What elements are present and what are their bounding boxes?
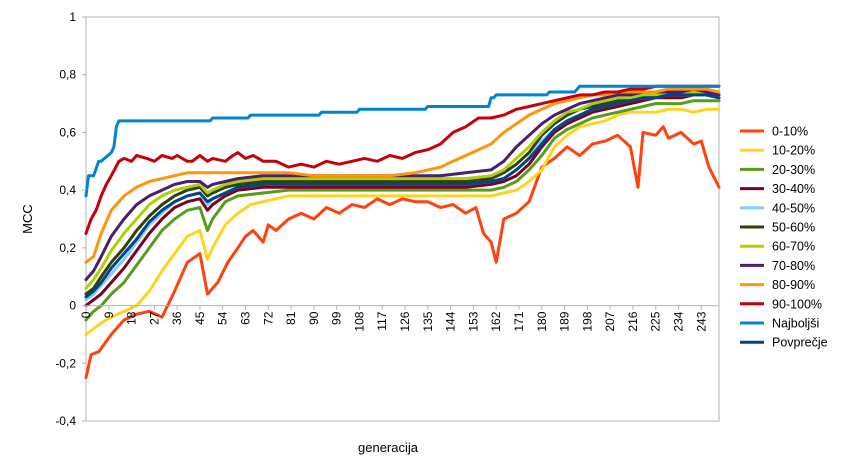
legend-label: 30-40% — [772, 182, 815, 196]
y-axis-title: MCC — [20, 204, 35, 234]
x-tick-label: 63 — [239, 311, 253, 325]
legend-label: 20-30% — [772, 163, 815, 177]
legend-label: 50-60% — [772, 221, 815, 235]
x-tick-label: 207 — [603, 311, 617, 331]
x-tick-label: 99 — [330, 311, 344, 325]
x-tick-label: 144 — [444, 311, 458, 331]
legend-label: 80-90% — [772, 278, 815, 292]
y-tick-label: -0,2 — [55, 356, 76, 370]
legend-label: 70-80% — [772, 259, 815, 273]
legend-label: 60-70% — [772, 240, 815, 254]
x-tick-label: 117 — [375, 311, 389, 330]
x-tick-label: 36 — [170, 311, 184, 325]
x-tick-label: 180 — [535, 311, 549, 331]
x-axis-title: generacija — [358, 440, 419, 455]
series-line — [84, 90, 721, 290]
y-tick-label: 0,8 — [59, 68, 76, 82]
x-tick-label: 234 — [671, 311, 685, 331]
series-line — [84, 84, 721, 235]
series-line — [84, 84, 721, 198]
x-tick-label: 0 — [79, 311, 93, 318]
x-tick-label: 27 — [147, 311, 161, 325]
plot-area — [85, 16, 720, 422]
y-tick-label: 0,4 — [59, 183, 76, 197]
x-tick-label: 135 — [421, 311, 435, 331]
x-tick-label: 225 — [649, 311, 663, 331]
x-tick-label: 162 — [489, 311, 503, 331]
series-line — [84, 93, 721, 299]
legend-label: 90-100% — [772, 297, 822, 311]
series-line — [84, 125, 721, 380]
x-tick-label: 198 — [580, 311, 594, 331]
x-tick-label: 54 — [216, 311, 230, 325]
y-tick-label: 0,2 — [59, 241, 76, 255]
x-tick-label: 81 — [284, 311, 298, 325]
y-tick-label: 1 — [69, 10, 76, 24]
series-layer — [84, 84, 721, 380]
x-tick-label: 216 — [626, 311, 640, 331]
x-tick-label: 18 — [125, 311, 139, 325]
legend-label: 10-20% — [772, 144, 815, 158]
x-tick-label: 126 — [398, 311, 412, 331]
plot-border — [85, 16, 720, 422]
legend-label: Povprečje — [772, 336, 828, 350]
x-tick-label: 108 — [352, 311, 366, 331]
axes-layer: -0,4 -0,2 0 0,2 0,4 0,6 0,8 1 0 9 18 27 36 45 54 63 72 81… — [55, 10, 719, 428]
x-tick-label: 72 — [261, 311, 275, 325]
series-line — [84, 87, 721, 264]
x-tick-label: 9 — [102, 311, 116, 318]
legend-label: 40-50% — [772, 201, 815, 215]
x-tick-label: 45 — [193, 311, 207, 325]
x-tick-label: 171 — [512, 311, 526, 331]
series-line — [84, 93, 721, 308]
y-tick-label: 0,6 — [59, 125, 76, 139]
x-tick-label: 243 — [694, 311, 708, 331]
y-tick-label: -0,4 — [55, 414, 76, 428]
series-line — [84, 87, 721, 282]
x-tick-label: 189 — [558, 311, 572, 331]
series-line — [84, 99, 721, 322]
y-tick-label: 0 — [69, 299, 76, 313]
x-tick-label: 153 — [466, 311, 480, 331]
legend-label: Najboljši — [772, 317, 819, 331]
x-tick-label: 90 — [307, 311, 321, 325]
series-line — [84, 107, 721, 336]
legend: 0-10% 10-20% 20-30% 30-40% 40-50% 50-60% 60-70… — [740, 125, 828, 350]
legend-label: 0-10% — [772, 125, 808, 139]
